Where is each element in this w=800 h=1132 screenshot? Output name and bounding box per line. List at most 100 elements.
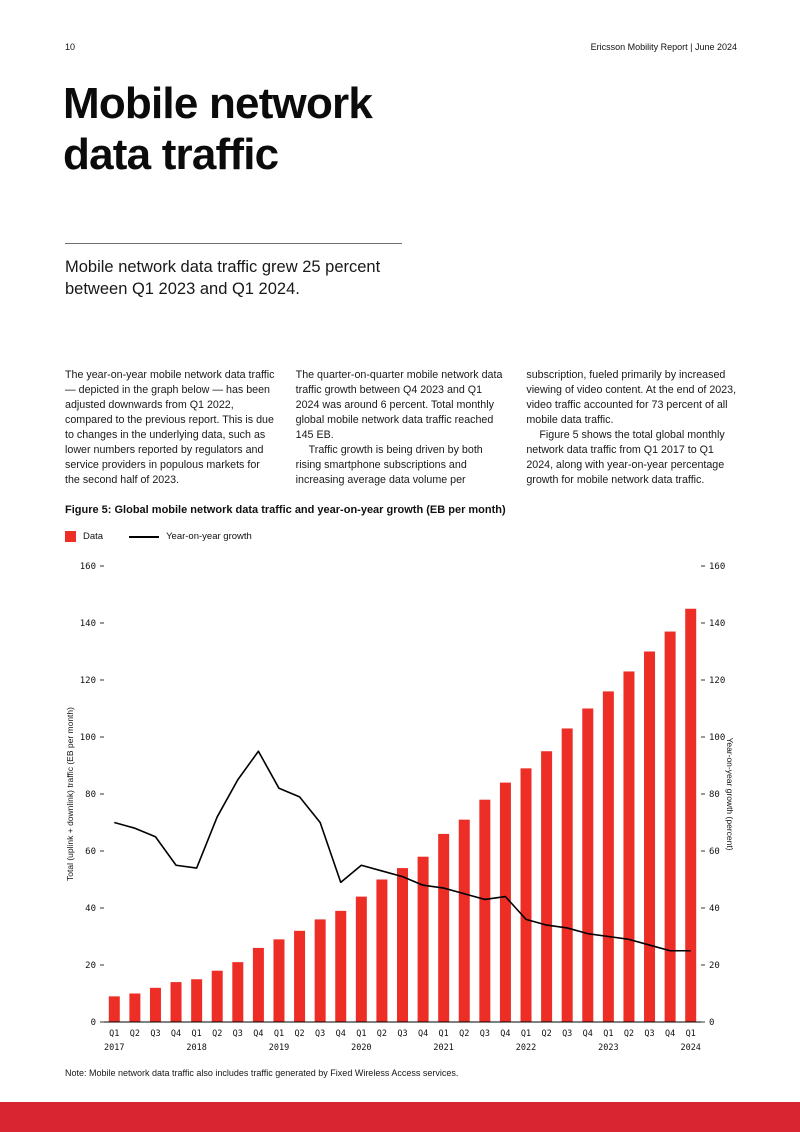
page-title: Mobile network data traffic bbox=[63, 78, 373, 181]
report-title-header: Ericsson Mobility Report | June 2024 bbox=[590, 42, 737, 52]
y-tick-label-right: 140 bbox=[709, 619, 725, 629]
x-year-label: 2021 bbox=[433, 1043, 453, 1053]
body-columns: The year-on-year mobile network data tra… bbox=[65, 368, 737, 488]
x-tick-label: Q3 bbox=[397, 1029, 407, 1039]
traffic-bar bbox=[561, 728, 573, 1022]
x-tick-label: Q2 bbox=[624, 1029, 634, 1039]
traffic-chart: 0 0 20 20 40 40 60 60 80 80 100 100 120 120 140 140 160 1… bbox=[64, 552, 736, 1057]
x-tick-label: Q1 bbox=[603, 1029, 613, 1039]
traffic-bar bbox=[664, 631, 676, 1022]
y-tick-label-left: 80 bbox=[85, 790, 96, 800]
x-tick-label: Q4 bbox=[418, 1029, 428, 1039]
traffic-bar bbox=[294, 930, 306, 1022]
x-tick-label: Q4 bbox=[500, 1029, 510, 1039]
legend-growth-label: Year-on-year growth bbox=[166, 531, 252, 542]
traffic-bar bbox=[314, 919, 326, 1022]
y-tick-label-right: 60 bbox=[709, 847, 720, 857]
traffic-bar bbox=[520, 768, 532, 1022]
x-tick-label: Q4 bbox=[583, 1029, 593, 1039]
x-tick-label: Q2 bbox=[294, 1029, 304, 1039]
y-tick-label-right: 80 bbox=[709, 790, 720, 800]
y-axis-title-left: Total (uplink + downlink) traffic (EB pe… bbox=[65, 707, 75, 881]
body-paragraph: Traffic growth is being driven by both r… bbox=[295, 443, 483, 486]
x-tick-label: Q3 bbox=[233, 1029, 243, 1039]
legend-data-label: Data bbox=[83, 531, 104, 542]
page-title-line2: data traffic bbox=[63, 130, 279, 180]
y-tick-label-right: 20 bbox=[709, 961, 720, 971]
x-tick-label: Q3 bbox=[562, 1029, 572, 1039]
body-paragraph: Figure 5 shows the total global monthly … bbox=[526, 428, 725, 486]
x-year-label: 2018 bbox=[186, 1043, 206, 1053]
traffic-bar bbox=[129, 993, 141, 1022]
legend-data-swatch bbox=[65, 531, 76, 542]
growth-line bbox=[114, 750, 691, 952]
traffic-bar bbox=[644, 651, 656, 1022]
figure-caption: Figure 5: Global mobile network data tra… bbox=[65, 504, 506, 516]
x-tick-label: Q4 bbox=[665, 1029, 675, 1039]
x-tick-label: Q1 bbox=[274, 1029, 284, 1039]
footer-accent-bar bbox=[0, 1102, 800, 1132]
x-tick-label: Q2 bbox=[212, 1029, 222, 1039]
x-tick-label: Q1 bbox=[439, 1029, 449, 1039]
y-tick-label-left: 160 bbox=[80, 562, 96, 572]
x-year-label: 2019 bbox=[269, 1043, 289, 1053]
x-tick-label: Q2 bbox=[459, 1029, 469, 1039]
y-tick-label-left: 140 bbox=[80, 619, 96, 629]
traffic-bar bbox=[149, 987, 161, 1022]
traffic-bar bbox=[602, 691, 614, 1022]
x-year-label: 2022 bbox=[516, 1043, 536, 1053]
x-tick-label: Q1 bbox=[192, 1029, 202, 1039]
body-paragraph: The year-on-year mobile network data tra… bbox=[65, 369, 275, 486]
traffic-bar bbox=[170, 982, 182, 1022]
traffic-bar bbox=[355, 896, 367, 1022]
y-tick-label-right: 160 bbox=[709, 562, 725, 572]
traffic-bar bbox=[191, 979, 203, 1022]
body-column-3: subscription, fueled primarily by increa… bbox=[526, 368, 737, 488]
traffic-bar bbox=[211, 970, 223, 1022]
traffic-bar bbox=[582, 708, 594, 1022]
traffic-bar bbox=[397, 868, 408, 1022]
x-tick-label: Q1 bbox=[109, 1029, 119, 1039]
traffic-bar bbox=[685, 608, 697, 1022]
traffic-bar bbox=[541, 751, 553, 1022]
x-tick-label: Q2 bbox=[130, 1029, 140, 1039]
section-divider bbox=[65, 243, 402, 244]
x-tick-label: Q2 bbox=[377, 1029, 387, 1039]
y-tick-label-left: 20 bbox=[85, 961, 96, 971]
x-tick-label: Q1 bbox=[686, 1029, 696, 1039]
traffic-bar bbox=[376, 879, 388, 1022]
body-paragraph: subscription, fueled primarily by increa… bbox=[526, 369, 737, 426]
legend-line-sample bbox=[129, 535, 160, 538]
body-paragraph: The quarter-on-quarter mobile network da… bbox=[295, 369, 503, 441]
traffic-bar bbox=[232, 962, 244, 1022]
traffic-bar bbox=[252, 947, 264, 1022]
page-number: 10 bbox=[65, 42, 76, 52]
figure-note: Note: Mobile network data traffic also i… bbox=[65, 1068, 459, 1078]
traffic-bar bbox=[108, 996, 120, 1022]
x-tick-label: Q3 bbox=[315, 1029, 325, 1039]
y-tick-label-left: 0 bbox=[91, 1018, 96, 1028]
body-column-2: The quarter-on-quarter mobile network da… bbox=[296, 368, 507, 488]
x-tick-label: Q4 bbox=[171, 1029, 181, 1039]
chart-legend: Data Year-on-year growth bbox=[65, 531, 252, 542]
traffic-bar bbox=[479, 799, 491, 1022]
x-year-label: 2020 bbox=[351, 1043, 371, 1053]
traffic-bar bbox=[499, 782, 511, 1022]
traffic-bar bbox=[417, 856, 429, 1022]
x-year-label: 2024 bbox=[680, 1043, 700, 1053]
traffic-bar bbox=[273, 939, 285, 1022]
y-tick-label-right: 0 bbox=[709, 1018, 714, 1028]
x-tick-label: Q2 bbox=[541, 1029, 551, 1039]
x-tick-label: Q1 bbox=[521, 1029, 531, 1039]
x-tick-label: Q1 bbox=[356, 1029, 366, 1039]
x-tick-label: Q3 bbox=[150, 1029, 160, 1039]
x-year-label: 2017 bbox=[104, 1043, 124, 1053]
traffic-bar bbox=[438, 833, 450, 1022]
lead-paragraph: Mobile network data traffic grew 25 perc… bbox=[65, 258, 381, 298]
body-column-1: The year-on-year mobile network data tra… bbox=[65, 368, 276, 488]
y-tick-label-right: 100 bbox=[709, 733, 725, 743]
y-tick-label-right: 120 bbox=[709, 676, 725, 686]
page-header: 10 Ericsson Mobility Report | June 2024 bbox=[65, 42, 737, 52]
